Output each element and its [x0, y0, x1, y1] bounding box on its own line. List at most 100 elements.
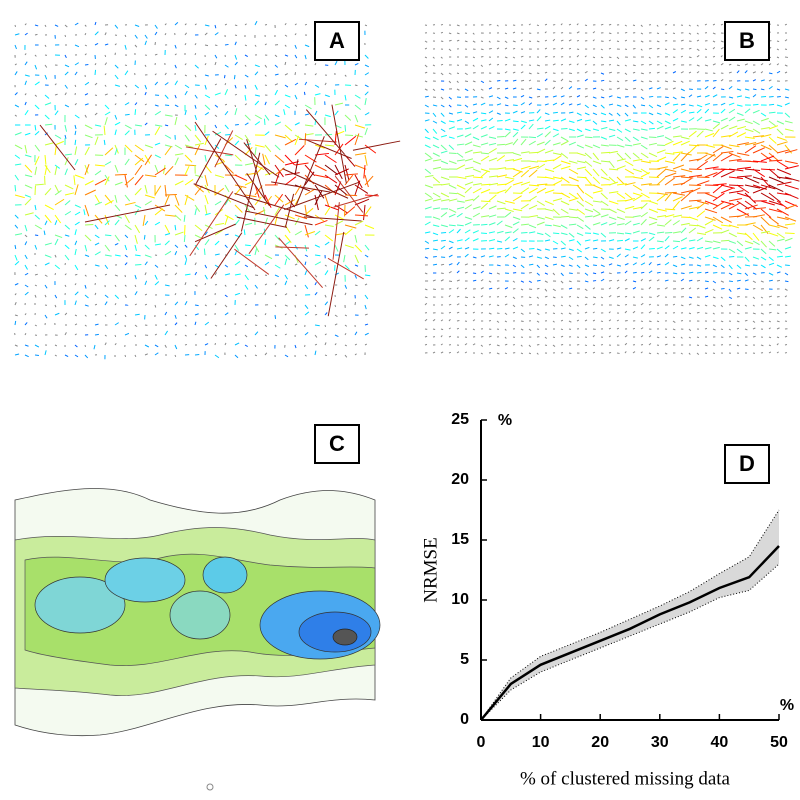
vector [777, 225, 788, 228]
vector [761, 281, 764, 282]
vector [35, 145, 40, 151]
vector [255, 101, 259, 105]
vector [325, 155, 337, 163]
vector [641, 303, 643, 305]
vector [489, 143, 496, 145]
vector [75, 222, 80, 225]
vector [609, 223, 616, 225]
vector [593, 57, 595, 58]
vector [521, 80, 524, 81]
vector [105, 302, 107, 305]
vector [235, 355, 238, 358]
vector [729, 198, 742, 201]
vector [729, 72, 732, 73]
vector [681, 97, 685, 98]
vector [155, 143, 160, 145]
vector [553, 103, 557, 105]
vector [265, 255, 272, 259]
vector [85, 264, 87, 265]
vector [75, 63, 79, 65]
vector [553, 120, 559, 121]
vector [355, 135, 363, 137]
vector [585, 201, 593, 206]
vector [115, 205, 120, 211]
vector [55, 220, 57, 225]
vector [75, 131, 76, 135]
vector [521, 224, 529, 225]
vector [769, 321, 771, 322]
vector [777, 249, 782, 253]
vector [355, 354, 357, 355]
vector [545, 345, 547, 346]
vector [569, 48, 571, 49]
vector [609, 57, 611, 58]
vector [665, 215, 674, 217]
vector [165, 225, 170, 233]
vector [35, 205, 36, 210]
vector [105, 235, 111, 236]
vector [761, 156, 774, 161]
vector [185, 166, 189, 175]
vector [145, 304, 147, 305]
vector [365, 324, 368, 325]
vector [673, 110, 678, 113]
vector [365, 284, 367, 285]
vector [505, 237, 510, 241]
vector [65, 274, 66, 275]
vector [777, 71, 780, 73]
vector [425, 72, 427, 73]
vector [95, 32, 98, 35]
vector [585, 64, 587, 65]
vector [577, 24, 578, 25]
vector [433, 208, 440, 209]
vector [609, 81, 611, 82]
vector [205, 195, 208, 204]
vector [553, 156, 561, 161]
vector [135, 304, 137, 305]
vector [553, 233, 559, 234]
vector [481, 103, 485, 105]
vector [625, 105, 628, 107]
vector [449, 161, 456, 164]
vector [753, 297, 755, 299]
vector [561, 103, 564, 105]
vector [673, 232, 681, 233]
vector [569, 64, 571, 65]
vector [425, 105, 429, 107]
vector [155, 265, 158, 267]
vector [505, 353, 507, 354]
vector [641, 352, 643, 353]
vector [365, 25, 367, 26]
vector [449, 185, 456, 188]
vector [285, 23, 286, 25]
vector [689, 89, 693, 90]
vector [761, 217, 769, 225]
vector [345, 95, 346, 100]
vector [545, 296, 547, 297]
vector [457, 229, 461, 233]
vector [569, 265, 573, 266]
vector [315, 275, 317, 277]
vector [513, 265, 516, 267]
vector [697, 265, 701, 266]
vector [529, 161, 538, 162]
vector [285, 275, 288, 279]
vector [601, 89, 604, 91]
vector [449, 81, 451, 83]
vector [609, 336, 611, 337]
vector [275, 90, 278, 95]
vector [295, 33, 296, 35]
vector [205, 265, 207, 268]
vector [155, 127, 160, 135]
vector [355, 332, 357, 335]
vector [245, 285, 248, 289]
vector [729, 289, 731, 292]
vector [489, 41, 490, 42]
vector [593, 312, 595, 313]
vector [275, 74, 279, 75]
vector [115, 285, 116, 287]
vector [165, 233, 170, 235]
vector [275, 115, 279, 117]
vector [115, 255, 121, 256]
vector [497, 248, 502, 249]
